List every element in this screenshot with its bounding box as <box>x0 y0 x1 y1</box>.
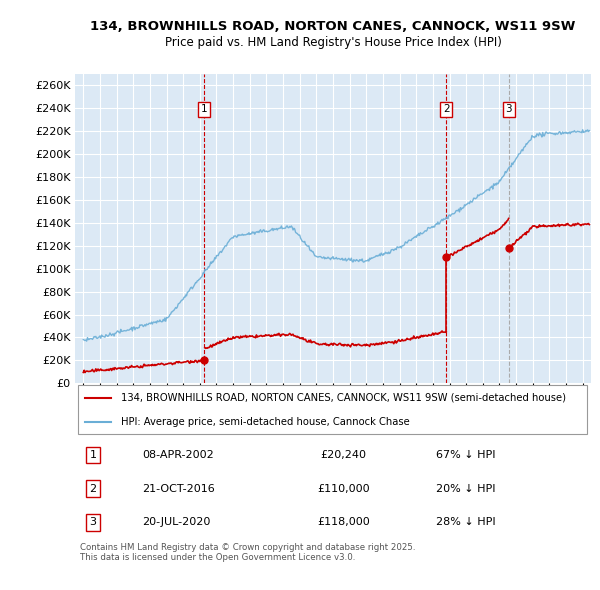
Text: £20,240: £20,240 <box>320 450 367 460</box>
Text: Contains HM Land Registry data © Crown copyright and database right 2025.
This d: Contains HM Land Registry data © Crown c… <box>80 543 416 562</box>
Text: 1: 1 <box>201 104 208 114</box>
Text: Price paid vs. HM Land Registry's House Price Index (HPI): Price paid vs. HM Land Registry's House … <box>164 36 502 49</box>
Text: £118,000: £118,000 <box>317 517 370 527</box>
Text: 20% ↓ HPI: 20% ↓ HPI <box>436 484 496 494</box>
Text: 1: 1 <box>89 450 97 460</box>
Text: 3: 3 <box>89 517 97 527</box>
Text: 134, BROWNHILLS ROAD, NORTON CANES, CANNOCK, WS11 9SW (semi-detached house): 134, BROWNHILLS ROAD, NORTON CANES, CANN… <box>121 392 566 402</box>
Text: 134, BROWNHILLS ROAD, NORTON CANES, CANNOCK, WS11 9SW: 134, BROWNHILLS ROAD, NORTON CANES, CANN… <box>91 20 575 33</box>
Text: 08-APR-2002: 08-APR-2002 <box>142 450 214 460</box>
Text: 67% ↓ HPI: 67% ↓ HPI <box>436 450 496 460</box>
Text: 3: 3 <box>505 104 512 114</box>
Text: 21-OCT-2016: 21-OCT-2016 <box>142 484 215 494</box>
Text: HPI: Average price, semi-detached house, Cannock Chase: HPI: Average price, semi-detached house,… <box>121 417 410 427</box>
Text: 2: 2 <box>89 484 97 494</box>
Text: 2: 2 <box>443 104 449 114</box>
FancyBboxPatch shape <box>77 385 587 434</box>
Text: 28% ↓ HPI: 28% ↓ HPI <box>436 517 496 527</box>
Text: 20-JUL-2020: 20-JUL-2020 <box>142 517 211 527</box>
Text: £110,000: £110,000 <box>317 484 370 494</box>
